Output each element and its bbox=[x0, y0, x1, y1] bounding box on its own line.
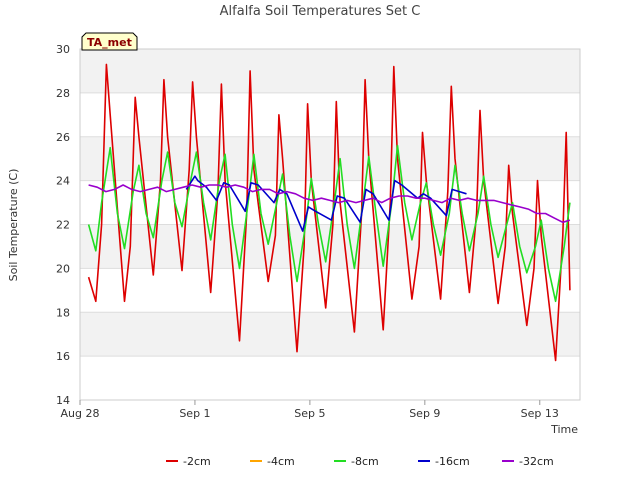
y-axis-ticks: 14 16 18 20 22 24 26 28 30 bbox=[56, 43, 70, 407]
x-axis-title: Time bbox=[550, 423, 578, 436]
y-tick-label: 16 bbox=[56, 350, 70, 363]
y-axis-title: Soil Temperature (C) bbox=[7, 169, 20, 282]
x-tick-label: Sep 1 bbox=[179, 407, 210, 420]
chart-title: Alfalfa Soil Temperatures Set C bbox=[220, 4, 421, 19]
plot-band bbox=[80, 312, 580, 357]
badge-label: TA_met bbox=[87, 36, 132, 49]
legend-label: -8cm bbox=[351, 455, 379, 468]
series-lines bbox=[87, 63, 571, 362]
y-tick-label: 28 bbox=[56, 87, 70, 100]
series-line-minus-32cm bbox=[88, 184, 571, 224]
series-line-minus-16cm bbox=[185, 175, 467, 232]
legend-label: -2cm bbox=[183, 455, 211, 468]
y-tick-label: 22 bbox=[56, 219, 70, 232]
plot-band bbox=[80, 49, 580, 93]
plot-frame bbox=[79, 48, 581, 401]
series-line-minus-8cm bbox=[87, 144, 571, 303]
y-tick-label: 26 bbox=[56, 131, 70, 144]
y-tick-label: 14 bbox=[56, 394, 70, 407]
x-tick-label: Sep 5 bbox=[294, 407, 325, 420]
legend-label: -4cm bbox=[267, 455, 295, 468]
x-axis-ticks: Aug 28 Sep 1 Sep 5 Sep 9 Sep 13 bbox=[61, 400, 559, 420]
series-line-minus-2cm bbox=[87, 63, 571, 362]
y-tick-label: 18 bbox=[56, 306, 70, 319]
legend-label: -16cm bbox=[435, 455, 470, 468]
badge-shape bbox=[81, 32, 138, 51]
x-tick-label: Aug 28 bbox=[61, 407, 100, 420]
plot-band bbox=[80, 136, 580, 181]
y-tick-label: 20 bbox=[56, 262, 70, 275]
y-tick-label: 30 bbox=[56, 43, 70, 56]
legend: -2cm -4cm -8cm -16cm -32cm bbox=[166, 455, 554, 468]
legend-label: -32cm bbox=[519, 455, 554, 468]
ta-met-badge: TA_met bbox=[81, 32, 138, 51]
x-tick-label: Sep 13 bbox=[521, 407, 559, 420]
x-tick-label: Sep 9 bbox=[409, 407, 440, 420]
y-tick-label: 24 bbox=[56, 175, 70, 188]
